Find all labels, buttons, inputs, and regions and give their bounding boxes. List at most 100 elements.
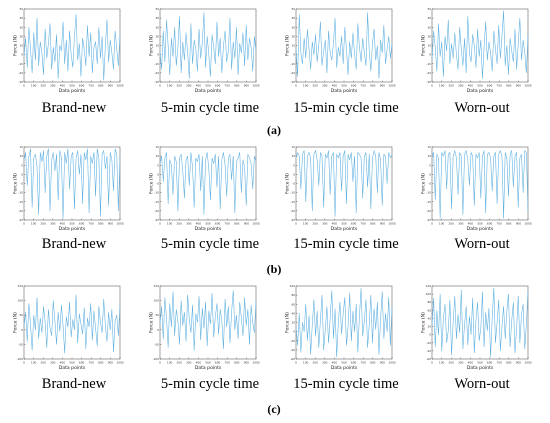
x-axis-label: Data points [467,226,494,232]
x-tick-label: 400 [332,84,338,88]
caption-c-brand-new: Brand-new [41,376,107,392]
force-series-line [159,290,257,351]
x-tick-label: 500 [341,222,347,226]
y-tick-label: 40 [291,16,295,20]
y-tick-label: -100 [17,357,24,361]
y-tick-label: 10 [291,44,295,48]
x-tick-label: 500 [69,361,75,365]
x-tick-label: 800 [506,222,512,226]
x-tick-label: 700 [89,361,95,365]
y-tick-label: -10 [18,191,23,195]
x-tick-label: 100 [167,222,173,226]
y-axis-label: Force (N) [13,312,19,333]
x-tick-label: 300 [458,84,464,88]
x-tick-label: 200 [449,222,455,226]
y-tick-label: -15 [426,200,431,204]
x-tick-label: 900 [380,84,386,88]
caption-c-5-min: 5-min cycle time [160,376,260,392]
y-tick-label: -20 [290,71,295,75]
chart-svg: 0 100 200 300 400 500 600 700 800 900 1000-30-20-1… [421,7,532,94]
x-tick-label: 200 [41,84,47,88]
y-tick-label: 80 [291,293,295,297]
x-tick-label: 400 [196,84,202,88]
force-series-line [431,150,529,219]
chart-svg: 0 100 200 300 400 500 600 700 800 900 1000-25-20-1… [13,145,124,232]
x-tick-label: 500 [341,361,347,365]
x-tick-label: 0 [159,222,161,226]
caption-b-worn-out: Worn-out [454,236,510,252]
chart-b-15-min: 0 100 200 300 400 500 600 700 800 900 1000 -25 -20 -1… [285,144,398,232]
y-axis-label: Force (N) [285,173,291,194]
chart-c-worn-out: 0 100 200 300 400 500 600 700 800 900 1000 -60 -40 -2… [421,283,534,371]
x-tick-label: 1000 [388,84,395,88]
x-tick-label: 300 [322,222,328,226]
y-axis-label: Force (N) [285,35,291,56]
x-tick-label: 400 [332,361,338,365]
x-tick-label: 300 [50,222,56,226]
chart-svg: 0 100 200 300 400 500 600 700 800 900 1000 -100 -50 0… [149,284,260,371]
x-tick-label: 1000 [116,361,123,365]
y-tick-label: -25 [18,218,23,222]
x-tick-label: 700 [225,361,231,365]
y-tick-label: 40 [427,16,431,20]
y-tick-label: 50 [155,7,159,11]
x-tick-label: 600 [351,84,357,88]
caption-b-brand-new: Brand-new [41,236,107,252]
y-axis-label: Force (N) [285,312,291,333]
y-tick-label: -30 [18,80,23,84]
y-tick-label: 0 [429,172,431,176]
y-axis-label: Force (N) [421,312,427,333]
force-series-line [159,152,257,215]
y-tick-label: 0 [21,328,23,332]
x-tick-label: 100 [167,361,173,365]
y-tick-label: -20 [290,209,295,213]
y-tick-label: -20 [426,209,431,213]
y-tick-label: 10 [19,154,23,158]
y-tick-label: 50 [427,7,431,11]
y-tick-label: 10 [427,44,431,48]
y-tick-label: 80 [427,300,431,304]
y-tick-label: 100 [290,284,296,288]
force-series-line [159,12,257,79]
y-tick-label: 150 [154,284,160,288]
x-tick-label: 1000 [252,84,259,88]
x-tick-label: 900 [516,84,522,88]
y-tick-label: 50 [155,313,159,317]
y-tick-label: 30 [155,25,159,29]
y-axis-label: Force (N) [421,35,427,56]
chart-c-5-min: 0 100 200 300 400 500 600 700 800 900 1000 -100 -50 0… [149,283,262,371]
force-series-line [431,287,529,358]
force-series-line [295,288,393,357]
y-tick-label: 0 [21,53,23,57]
chart-svg: 0 100 200 300 400 500 600 700 800 900 1000-30-20-1… [13,7,124,94]
x-tick-label: 200 [313,222,319,226]
plot-frame [431,285,529,360]
y-tick-label: 0 [157,53,159,57]
x-tick-label: 1000 [388,361,395,365]
x-tick-label: 1000 [116,222,123,226]
x-tick-label: 900 [244,361,250,365]
y-tick-label: 0 [429,53,431,57]
x-tick-label: 100 [439,222,445,226]
x-tick-label: 700 [497,84,503,88]
y-axis-label: Force (N) [149,312,155,333]
y-tick-label: 20 [427,34,431,38]
x-axis-label: Data points [59,226,86,232]
x-tick-label: 100 [303,84,309,88]
y-tick-label: -10 [290,62,295,66]
x-tick-label: 800 [370,222,376,226]
y-tick-label: 0 [293,330,295,334]
x-tick-label: 1000 [524,222,531,226]
y-tick-label: -10 [18,62,23,66]
x-tick-label: 400 [196,222,202,226]
y-axis-label: Force (N) [149,35,155,56]
chart-svg: 0 100 200 300 400 500 600 700 800 900 1000 -100 -50 0… [13,284,124,371]
force-series-line [295,150,393,217]
x-tick-label: 200 [177,361,183,365]
y-tick-label: 30 [427,25,431,29]
y-tick-label: -15 [290,200,295,204]
y-tick-label: 10 [155,154,159,158]
x-tick-label: 0 [431,222,433,226]
x-tick-label: 500 [205,222,211,226]
x-tick-label: 900 [108,222,114,226]
